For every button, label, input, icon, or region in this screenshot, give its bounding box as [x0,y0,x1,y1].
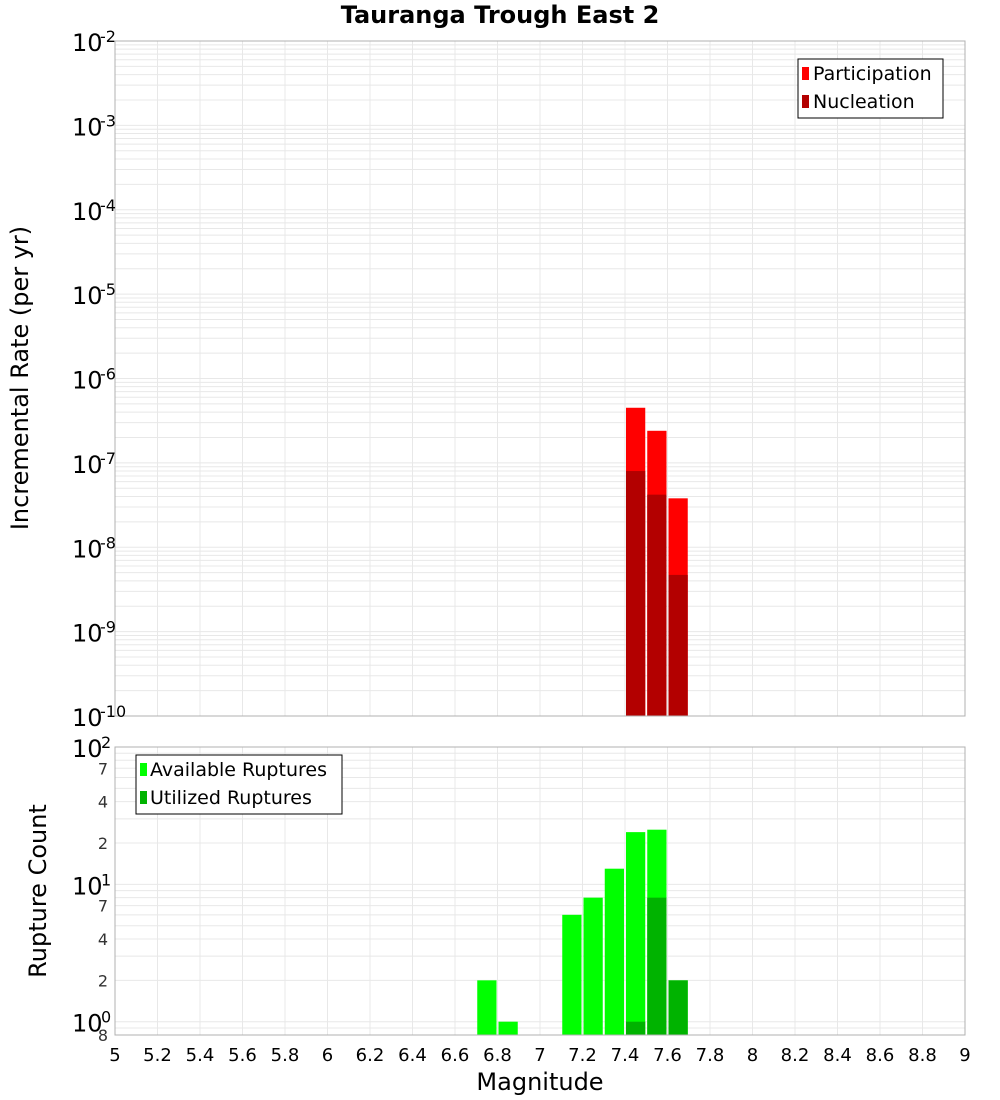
x-tick-label: 7.4 [611,1045,640,1066]
rate-legend: Participation Nucleation [797,58,944,119]
x-tick-label: 8.2 [781,1045,810,1066]
chart-title: Tauranga Trough East 2 [341,1,660,29]
rate-y-tick-label: 10 [72,113,103,141]
rate-y-tick-exponent: -5 [100,280,116,299]
rate-y-tick-exponent: -7 [100,449,116,468]
rate-y-tick-exponent: -10 [100,702,126,721]
rate-legend-box [797,58,944,119]
count-y-tick-exponent: 1 [101,870,111,889]
rate-y-tick-label: 10 [72,704,103,732]
rate-y-tick-label: 10 [72,620,103,648]
participation-legend-swatch [802,67,809,80]
x-tick-label: 8.6 [866,1045,895,1066]
count-y-minor-tick-label: 7 [98,897,108,916]
count-legend: Available Ruptures Utilized Ruptures [135,754,343,815]
rate-panel: 10-210-310-410-510-610-710-810-910-10 In… [6,27,966,732]
x-tick-label: 5.6 [228,1045,257,1066]
count-y-tick-label: 10 [72,872,103,900]
count-y-tick-label: 10 [72,735,103,763]
x-tick-label: 5.4 [186,1045,215,1066]
x-tick-label: 7 [534,1045,545,1066]
available-ruptures-bar [562,914,582,1035]
utilized-ruptures-bar [626,1021,646,1035]
rate-y-tick-label: 10 [72,451,103,479]
available-legend-label: Available Ruptures [150,759,327,781]
nucleation-legend-swatch [802,95,809,108]
available-legend-swatch [140,763,147,776]
nucleation-bar [647,494,667,716]
x-tick-label: 8.8 [908,1045,937,1066]
available-ruptures-bar [498,1021,518,1035]
x-tick-label: 6.8 [483,1045,512,1066]
x-tick-label: 5 [109,1045,120,1066]
utilized-legend-label: Utilized Ruptures [150,787,312,809]
utilized-ruptures-bar [647,897,667,1035]
count-y-minor-tick-label: 8 [98,1026,108,1045]
rate-y-axis-label: Incremental Rate (per yr) [6,226,34,530]
available-ruptures-bar [626,832,646,1035]
x-axis-label: Magnitude [476,1068,603,1096]
nucleation-legend-label: Nucleation [813,91,915,113]
x-tick-label: 9 [959,1045,970,1066]
x-tick-label: 7.8 [696,1045,725,1066]
x-tick-label: 6.2 [356,1045,385,1066]
count-y-minor-tick-label: 2 [98,834,108,853]
rate-y-tick-exponent: -2 [100,27,116,46]
count-bars [477,829,688,1035]
x-tick-labels: 5 5.2 5.4 5.6 5.8 6 6.2 6.4 6.6 6.8 7 7.2 7.4 7.6 7.8 8… [109,1045,970,1066]
available-ruptures-bar [604,868,624,1035]
x-tick-label: 6.6 [441,1045,470,1066]
available-ruptures-bar [477,980,497,1035]
count-y-tick-exponent: 2 [101,733,111,752]
count-y-minor-tick-label: 4 [98,793,108,812]
count-plot-frame [114,746,966,1036]
nucleation-bar [626,471,646,716]
rate-y-tick-label: 10 [72,29,103,57]
utilized-ruptures-bar [668,980,688,1035]
rate-y-tick-exponent: -4 [100,196,116,215]
nucleation-bar [668,574,688,716]
rate-y-tick-label: 10 [72,282,103,310]
rate-grid [114,40,966,717]
x-tick-label: 5.2 [143,1045,172,1066]
count-legend-box [135,754,343,815]
rate-bars [626,407,688,716]
count-y-axis-label: Rupture Count [24,804,52,978]
x-tick-label: 6 [322,1045,333,1066]
utilized-legend-swatch [140,791,147,804]
rate-y-ticks: 10-210-310-410-510-610-710-810-910-10 [72,27,126,732]
rate-y-tick-exponent: -8 [100,533,116,552]
rate-y-tick-exponent: -6 [100,365,116,384]
x-tick-label: 7.2 [568,1045,597,1066]
participation-legend-label: Participation [813,63,932,85]
rate-plot-frame [114,40,966,717]
count-y-minor-tick-label: 4 [98,930,108,949]
count-y-minor-tick-label: 7 [98,759,108,778]
x-tick-label: 7.6 [653,1045,682,1066]
rate-y-tick-exponent: -3 [100,111,116,130]
x-tick-label: 8.4 [823,1045,852,1066]
x-tick-label: 8 [747,1045,758,1066]
rate-y-tick-label: 10 [72,198,103,226]
x-tick-label: 5.8 [271,1045,300,1066]
rate-y-tick-exponent: -9 [100,618,116,637]
count-y-tick-exponent: 0 [101,1008,111,1027]
rate-y-tick-label: 10 [72,535,103,563]
count-y-tick-label: 10 [72,1010,103,1038]
available-ruptures-bar [583,897,603,1035]
count-y-minor-tick-label: 2 [98,971,108,990]
x-tick-label: 6.4 [398,1045,427,1066]
rate-y-tick-label: 10 [72,367,103,395]
